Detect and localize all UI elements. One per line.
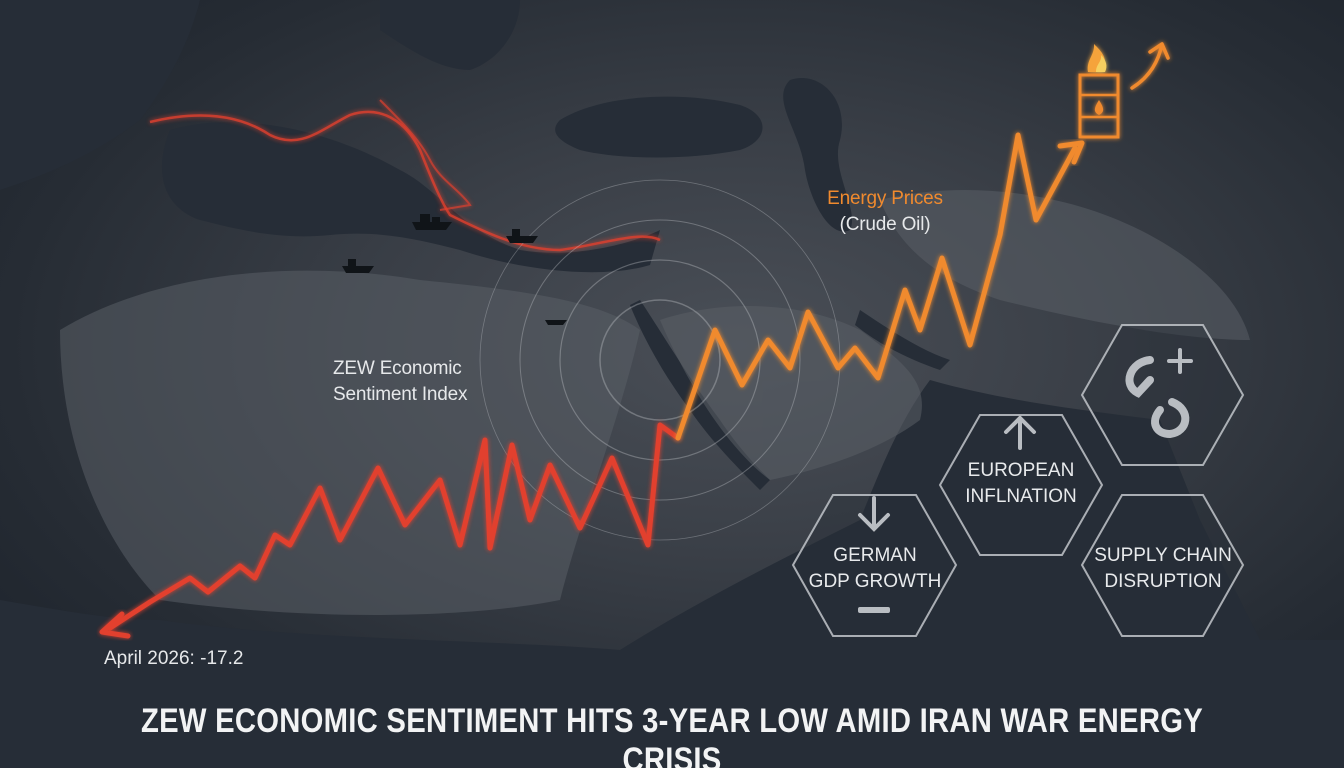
energy-price-line bbox=[675, 132, 1078, 441]
zew-label-line2: Sentiment Index bbox=[333, 384, 468, 405]
hex-inflation-line1: EUROPEAN bbox=[967, 460, 1075, 481]
zew-index-label: ZEW Economic Sentiment Index bbox=[333, 356, 468, 408]
down-arrow-icon bbox=[858, 496, 890, 532]
headline: ZEW ECONOMIC SENTIMENT HITS 3-YEAR LOW A… bbox=[141, 702, 1203, 768]
ship-icons bbox=[342, 214, 567, 325]
up-arrow-icon bbox=[1004, 415, 1036, 450]
hexagon-gdp-label: GERMAN GDP GROWTH bbox=[800, 543, 950, 595]
zew-arrowhead bbox=[99, 611, 131, 639]
april-value-label: April 2026: -17.2 bbox=[104, 648, 244, 669]
energy-label-line1: Energy Prices bbox=[827, 188, 943, 209]
hexagon-supply-label: SUPPLY CHAIN DISRUPTION bbox=[1088, 543, 1238, 595]
hex-inflation-line2: INFLNATION bbox=[965, 486, 1077, 507]
hexagon-group bbox=[791, 324, 1245, 637]
hex-supply-line2: DISRUPTION bbox=[1104, 571, 1222, 592]
zew-label-line1: ZEW Economic bbox=[333, 358, 462, 379]
zew-sentiment-line bbox=[107, 422, 681, 631]
hex-gdp-line1: GERMAN bbox=[833, 545, 917, 566]
rising-arrow-icon bbox=[1130, 42, 1170, 90]
broken-chain-icon bbox=[1125, 348, 1193, 439]
ripple-rings bbox=[479, 179, 841, 541]
hex-gdp-line2: GDP GROWTH bbox=[808, 571, 942, 592]
europe-highlight bbox=[149, 110, 661, 252]
energy-arrowhead bbox=[1057, 140, 1085, 165]
hexagon-gdp bbox=[791, 494, 958, 637]
energy-label-line2: (Crude Oil) bbox=[839, 214, 931, 235]
hexagon-inflation bbox=[938, 414, 1104, 556]
oil-barrel-icon bbox=[1078, 44, 1120, 139]
hex-supply-line1: SUPPLY CHAIN bbox=[1094, 545, 1232, 566]
minus-icon bbox=[858, 607, 890, 613]
hexagon-supply-chain bbox=[1080, 494, 1245, 637]
hexagon-chain-icon bbox=[1080, 324, 1245, 466]
hexagon-inflation-label: EUROPEAN INFLNATION bbox=[946, 458, 1096, 510]
italy-highlight bbox=[379, 99, 472, 211]
energy-prices-label: Energy Prices (Crude Oil) bbox=[823, 186, 947, 238]
